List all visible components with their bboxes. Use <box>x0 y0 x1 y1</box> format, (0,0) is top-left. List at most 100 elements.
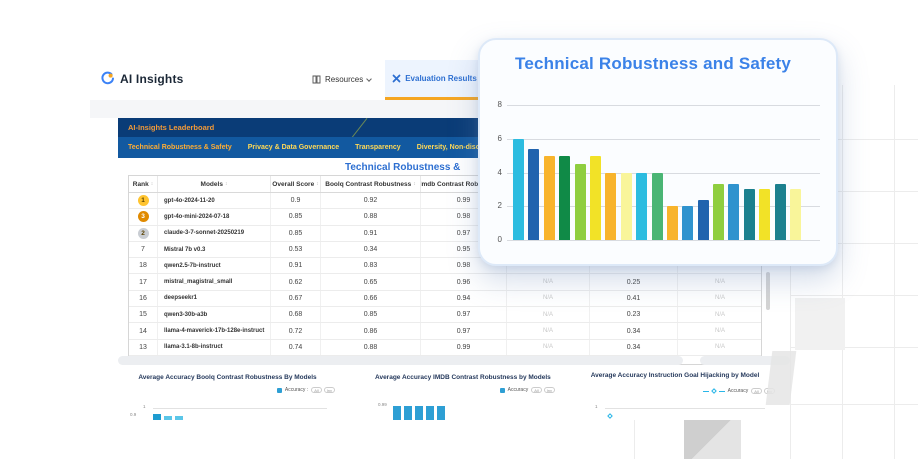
line-marker <box>702 390 709 392</box>
value-cell: N/A <box>678 340 761 355</box>
mini-boolq-tick-2: 0.9 <box>130 412 137 417</box>
value-cell: 0.97 <box>421 323 507 339</box>
overlay-bar <box>574 164 586 240</box>
value-cell: 0.86 <box>321 323 421 339</box>
bronze-rank-badge: 3 <box>137 211 149 223</box>
chevron-down-icon <box>366 75 373 82</box>
overlay-bar <box>528 148 540 240</box>
model-cell: mistral_magistral_small <box>158 274 271 290</box>
legend-control-inv[interactable]: Inv <box>323 387 335 393</box>
value-cell: 0.62 <box>271 274 321 290</box>
value-cell: 0.34 <box>590 339 678 355</box>
bg-grid-line <box>762 295 918 296</box>
sort-icon: ↕ <box>316 181 319 187</box>
overlay-bar <box>620 172 632 240</box>
value-cell: 0.53 <box>271 241 321 258</box>
column-header-overall-score[interactable]: Overall Score ↕ <box>271 176 321 192</box>
overlay-gridline <box>507 206 820 208</box>
model-cell: Mistral 7b v0.3 <box>158 241 271 258</box>
overlay-bar <box>774 184 786 240</box>
bg-grid-line <box>762 191 918 192</box>
leaderboard-title: AI-Insights Leaderboard <box>128 123 215 132</box>
value-cell: N/A <box>507 339 590 355</box>
tab-privacy-data-governance[interactable]: Privacy & Data Governance <box>247 144 340 151</box>
value-cell: N/A <box>678 274 761 289</box>
overlay-bar <box>713 184 725 240</box>
rank-cell: 13 <box>129 339 158 355</box>
value-cell: 0.85 <box>271 225 321 241</box>
mini-bar <box>164 416 172 420</box>
value-cell: 0.88 <box>321 339 421 355</box>
overlay-bar <box>759 189 771 240</box>
overlay-axis-tick: 0 <box>497 235 502 244</box>
logo[interactable]: AI Insights <box>100 71 184 86</box>
tools-icon <box>392 74 401 83</box>
value-cell: 0.88 <box>321 209 421 225</box>
rank-cell: 3 <box>129 209 158 225</box>
legend-control-all[interactable]: All <box>311 387 322 393</box>
model-cell: llama-4-maverick-17b-128e-instruct <box>158 323 271 339</box>
technical-robustness-card: Technical Robustness and Safety 0 2 4 6 8 <box>478 38 838 266</box>
mini-hijacking-tick-1: 1 <box>595 404 598 409</box>
overlay-bars <box>513 105 815 240</box>
gold-rank-badge: 1 <box>137 195 149 207</box>
value-cell: 0.92 <box>321 193 421 209</box>
table-row: 3 gpt-4o-mini-2024-07-18 0.85 0.88 0.98 <box>129 209 761 226</box>
value-cell: 0.91 <box>271 258 321 274</box>
mini-hijacking-point <box>607 413 613 419</box>
legend-control-all[interactable]: All <box>531 387 542 393</box>
legend-control-all[interactable]: All <box>751 388 762 394</box>
tab-transparency[interactable]: Transparency <box>355 144 401 151</box>
sort-icon: ↕ <box>150 181 154 187</box>
mini-hijacking-gridline <box>605 408 765 409</box>
model-cell: qwen3-30b-a3b <box>158 307 271 323</box>
column-header-boolq-contrast-robustness[interactable]: Boolq Contrast Robustness ↕ <box>321 176 421 192</box>
value-cell: 0.25 <box>590 274 678 290</box>
value-cell: 0.41 <box>590 290 678 307</box>
overlay-plot: 0 2 4 6 8 <box>480 40 836 264</box>
rank-cell: 2 <box>129 225 158 241</box>
column-header-models[interactable]: Models ↕ <box>158 176 271 192</box>
overlay-gridline <box>507 138 820 140</box>
mini-bar <box>404 406 412 420</box>
overlay-bar <box>543 155 555 240</box>
value-cell: N/A <box>507 307 590 323</box>
rank-cell: 1 <box>129 193 158 209</box>
overlay-gridline <box>507 172 820 174</box>
mini-chart-imdb-title: Average Accuracy IMDB Contrast Robustnes… <box>375 374 551 381</box>
value-cell: 0.65 <box>321 274 421 290</box>
legend-swatch <box>276 387 282 393</box>
value-cell: N/A <box>507 274 590 290</box>
table-row: 13 llama-3.1-8b-instruct 0.74 0.88 0.99 N/A 0.… <box>129 339 761 356</box>
overlay-bar <box>589 155 601 240</box>
tab-technical-robustness-safety[interactable]: Technical Robustness & Safety <box>128 144 232 151</box>
table-scrollbar[interactable] <box>766 272 770 310</box>
nav-resources[interactable]: Resources <box>312 75 373 84</box>
column-header-rank[interactable]: Rank ↕ <box>129 176 158 192</box>
overlay-axis-tick: 6 <box>497 133 502 143</box>
silver-rank-badge: 2 <box>137 227 149 239</box>
overlay-bar <box>636 172 648 240</box>
value-cell: N/A <box>507 323 590 339</box>
mini-bar <box>426 406 434 420</box>
legend-swatch <box>499 387 505 393</box>
rank-cell: 14 <box>129 323 158 339</box>
overlay-bar <box>559 155 571 240</box>
bg-grid-line <box>790 85 791 459</box>
bg-grid-line <box>842 85 843 459</box>
legend-control-inv[interactable]: Inv <box>543 387 555 393</box>
line-marker <box>718 390 725 392</box>
mini-bar <box>415 406 423 420</box>
table-body: 1 gpt-4o-2024-11-20 0.9 0.92 0.99 3 gpt-4o-min… <box>129 193 761 364</box>
mini-bar <box>175 416 183 420</box>
bg-grid-line <box>634 400 635 459</box>
table-row: 17 mistral_magistral_small 0.62 0.65 0.96 N/A… <box>129 274 761 291</box>
nav-evaluation-results[interactable]: Evaluation Results <box>385 60 492 100</box>
sort-icon: ↕ <box>224 181 228 187</box>
table-row: 15 qwen3-30b-a3b 0.68 0.85 0.97 N/A 0.23 N/A <box>129 307 761 324</box>
mini-boolq-tick-1: 1 <box>143 404 146 409</box>
value-cell: N/A <box>507 290 590 307</box>
